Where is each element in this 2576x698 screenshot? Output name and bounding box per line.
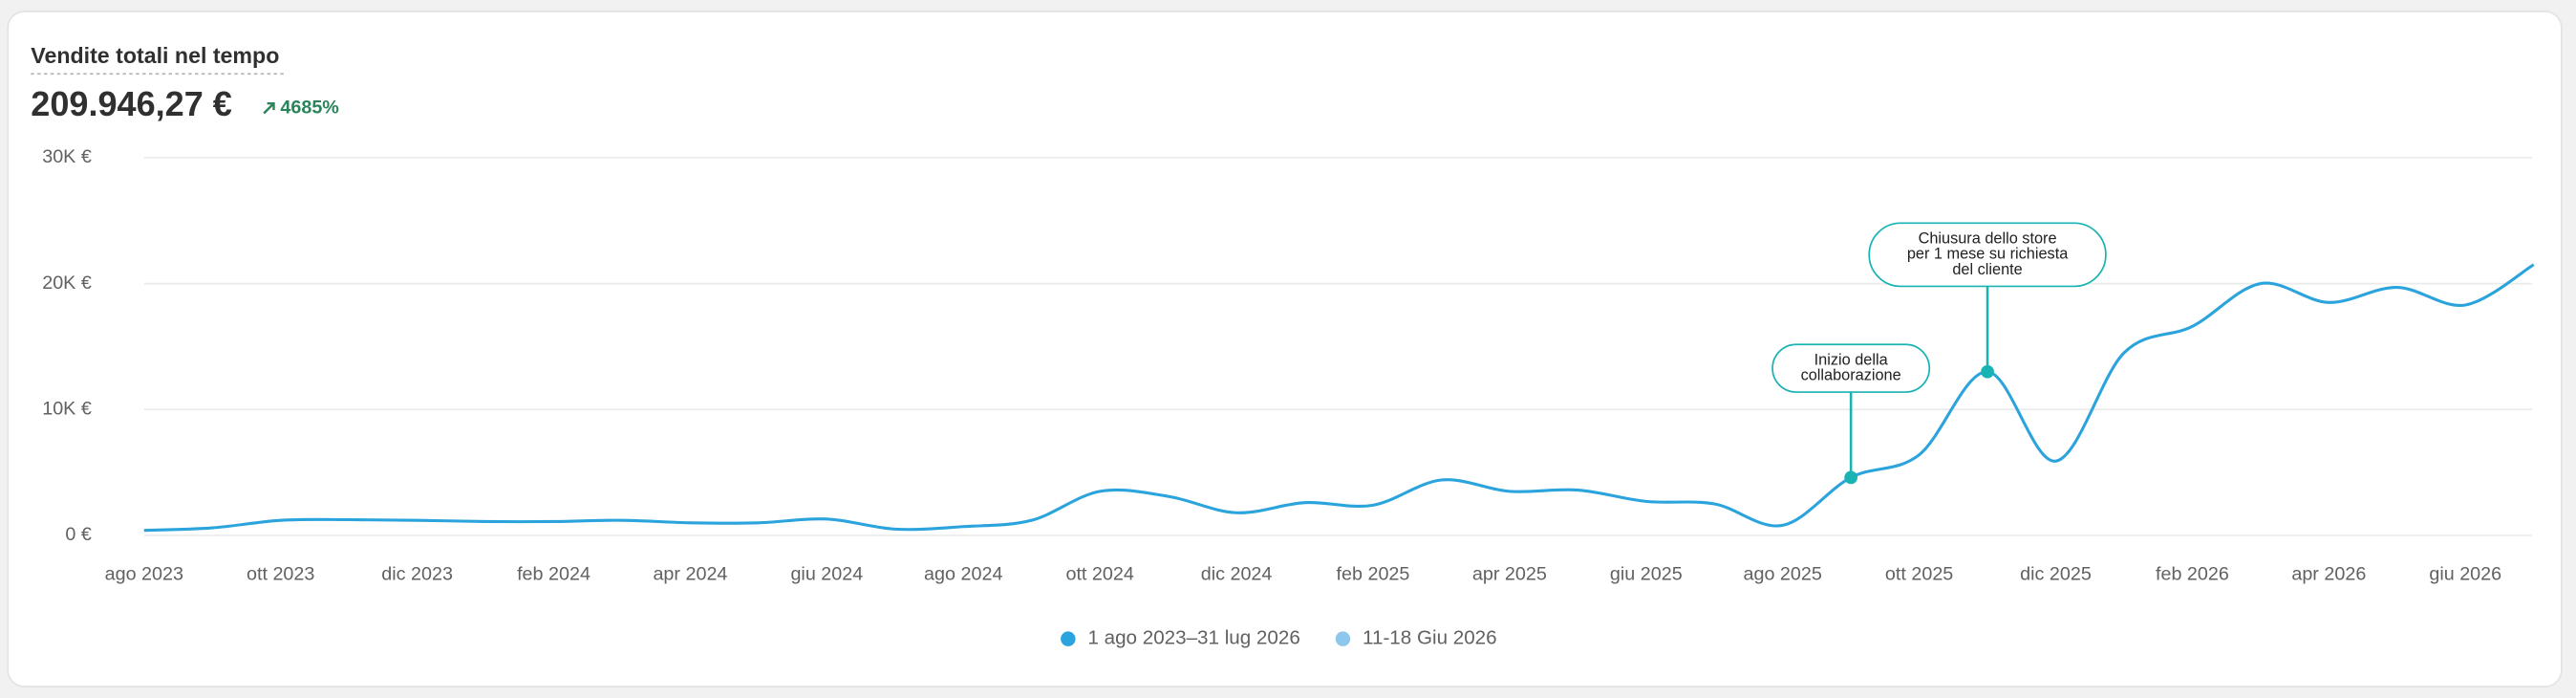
annotation-text: per 1 mese su richiesta — [1907, 246, 2069, 263]
annotation-box — [1868, 222, 2107, 288]
line — [143, 263, 2535, 533]
x-tick-label: ago 2024 — [924, 563, 1002, 584]
x-tick-label: dic 2023 — [381, 563, 453, 584]
annotation-text: collaborazione — [1801, 367, 1901, 384]
x-tick-label: giu 2026 — [2429, 563, 2501, 584]
card — [7, 11, 2563, 687]
legend-swatch — [1061, 631, 1076, 646]
x-tick-label: apr 2025 — [1472, 563, 1547, 584]
change-value: 4685% — [280, 98, 339, 119]
annotation-point — [1981, 364, 1994, 379]
x-tick-label: giu 2025 — [1610, 563, 1683, 584]
x-tick-label: dic 2025 — [2020, 563, 2092, 584]
legend-swatch — [1335, 631, 1351, 646]
annotation-point — [1844, 470, 1858, 485]
y-tick-label: 20K € — [42, 273, 92, 294]
x-tick-label: apr 2024 — [653, 563, 727, 584]
chart-title[interactable]: Vendite totali nel tempo — [31, 43, 279, 68]
x-tick-label: ago 2025 — [1744, 563, 1822, 584]
annotation-text: Chiusura dello store — [1919, 229, 2057, 247]
x-tick-label: ago 2023 — [105, 563, 183, 584]
x-tick-label: feb 2024 — [517, 563, 590, 584]
x-tick-label: ott 2025 — [1885, 563, 1953, 584]
y-tick-label: 10K € — [42, 398, 92, 419]
x-tick-label: feb 2026 — [2156, 563, 2229, 584]
y-tick-label: 0 € — [65, 524, 91, 545]
x-tick-label: ott 2024 — [1065, 563, 1133, 584]
legend-label: 1 ago 2023–31 lug 2026 — [1087, 627, 1299, 649]
trend-arrow — [263, 102, 275, 115]
x-tick-label: feb 2025 — [1337, 563, 1410, 584]
annotation-text: del cliente — [1952, 261, 2022, 278]
x-tick-label: apr 2026 — [2291, 563, 2366, 584]
y-tick-label: 30K € — [42, 146, 92, 167]
x-tick-label: giu 2024 — [790, 563, 863, 584]
legend-label: 11-18 Giu 2026 — [1363, 627, 1497, 649]
x-tick-label: ott 2023 — [247, 563, 314, 584]
annotation-box — [1771, 343, 1931, 393]
total-value: 209.946,27 € — [31, 84, 232, 123]
annotation-text: Inizio della — [1814, 351, 1889, 368]
x-tick-label: dic 2024 — [1201, 563, 1273, 584]
